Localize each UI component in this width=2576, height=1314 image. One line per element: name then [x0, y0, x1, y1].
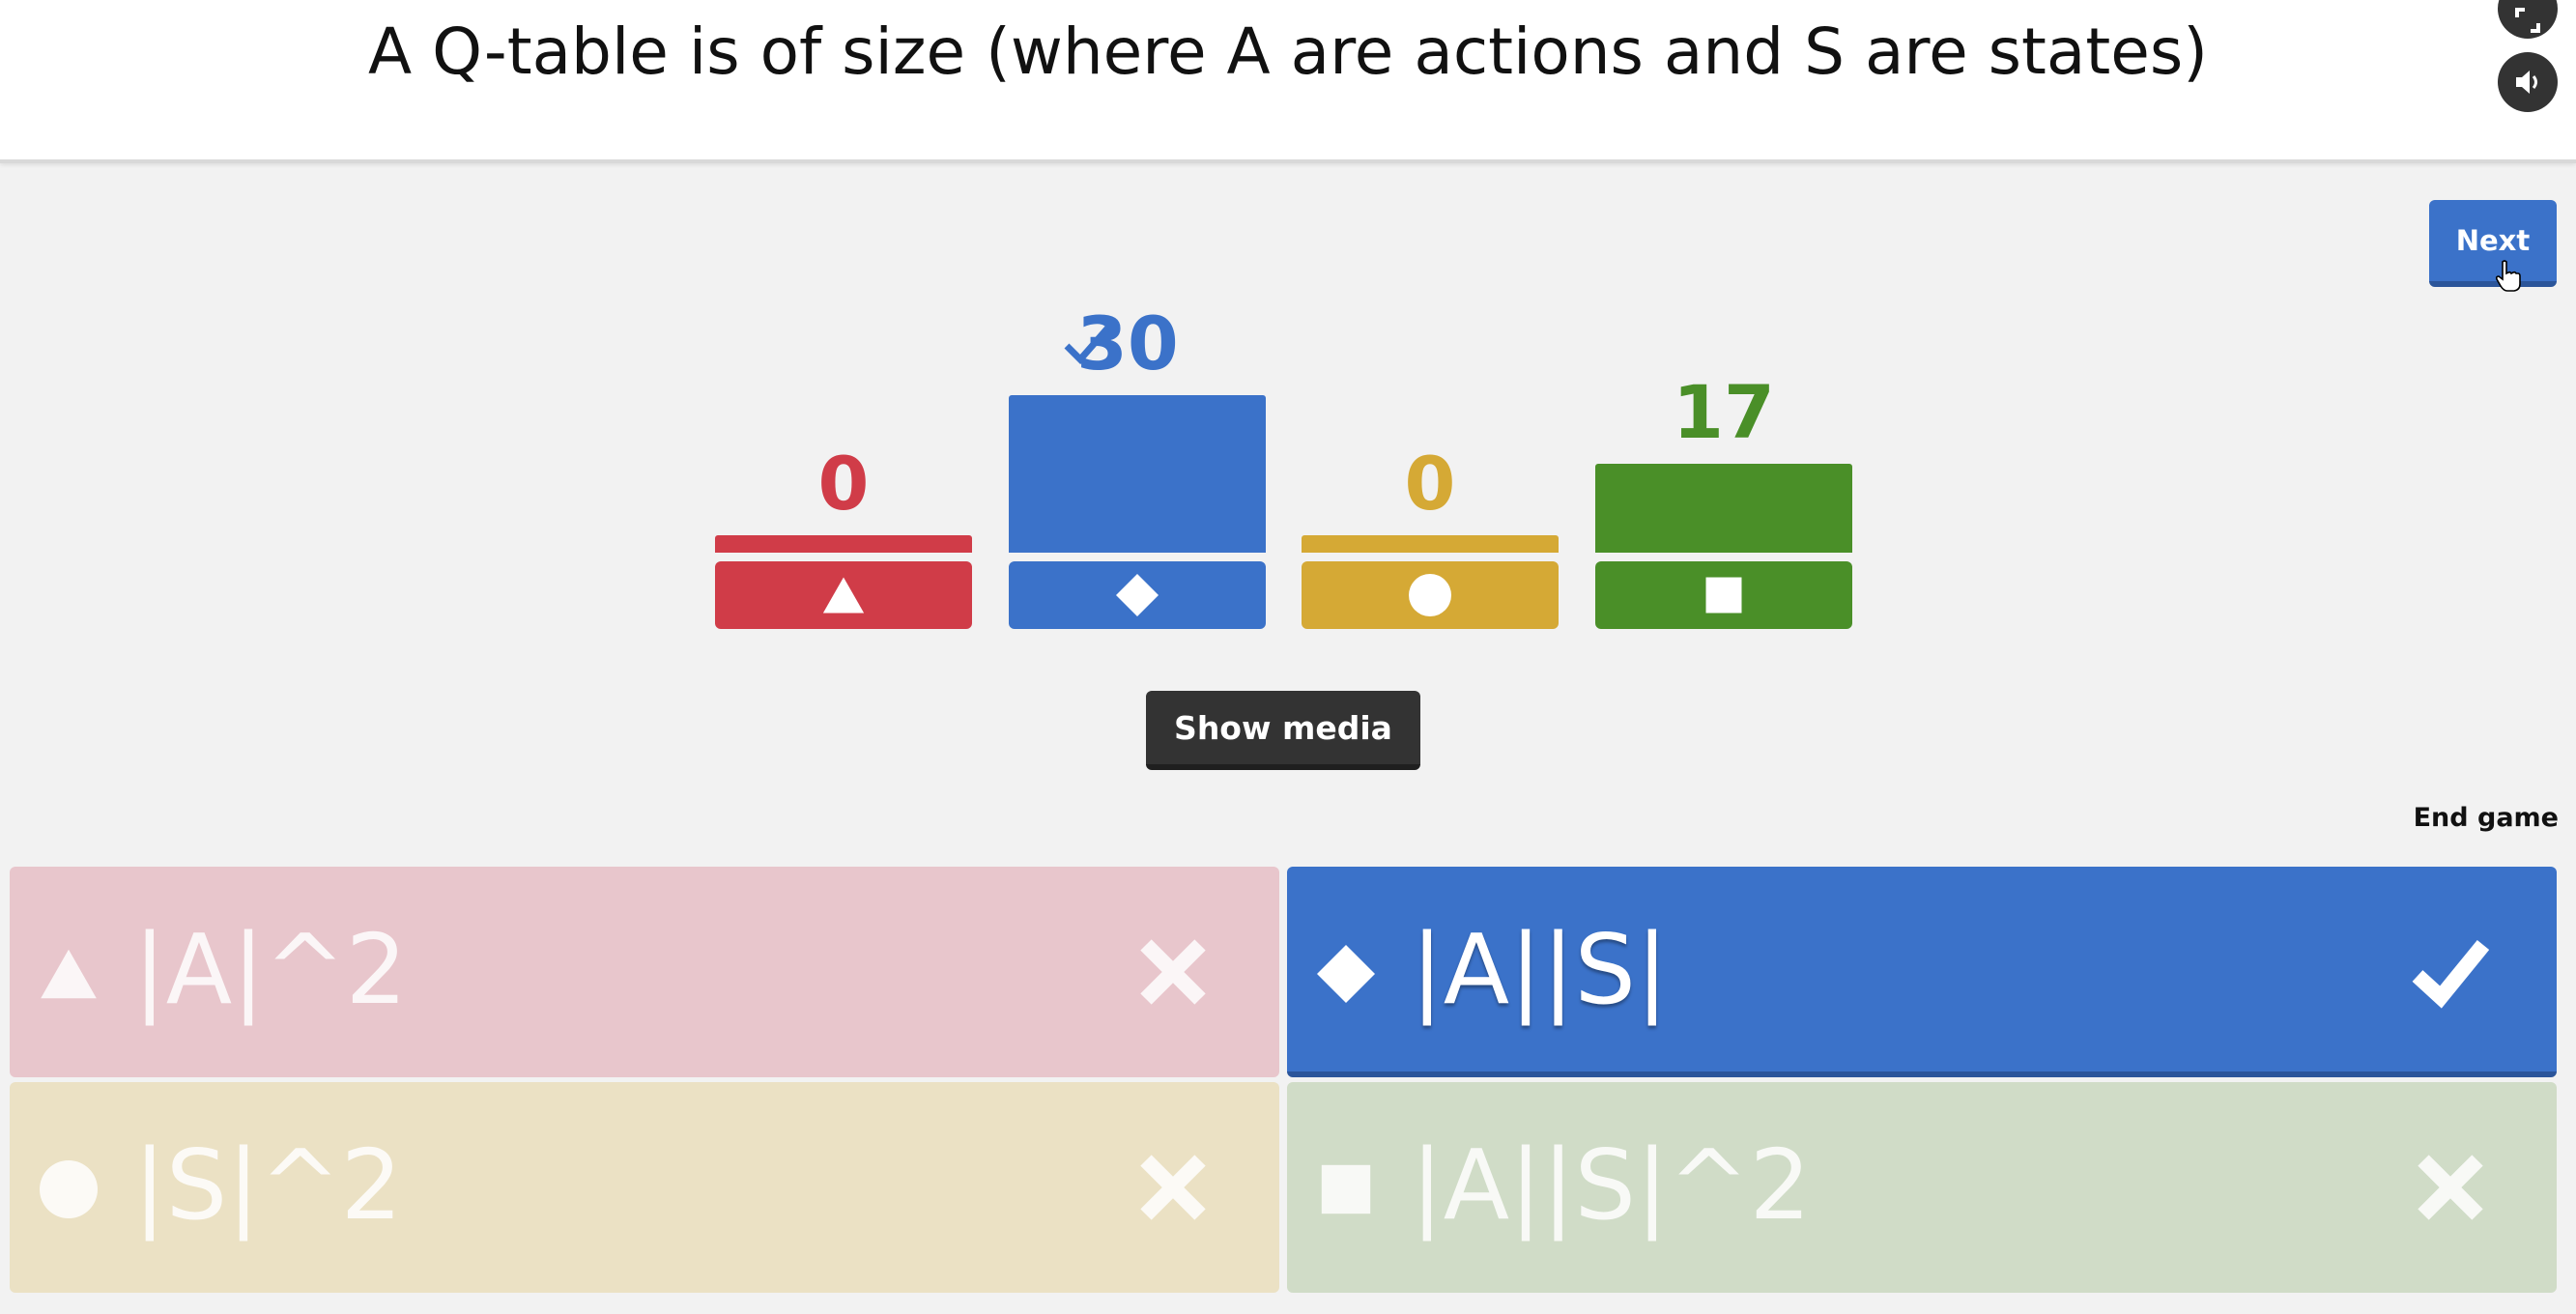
end-game-button[interactable]: End game [2413, 803, 2559, 833]
answer-shape [39, 944, 99, 1004]
result-base-square [1595, 561, 1852, 629]
results-chart: 0 30 0 17 [715, 300, 1852, 629]
answer-option-diamond[interactable]: |A||S| [1287, 867, 2557, 1077]
result-bar-square [1595, 463, 1852, 553]
answer-option-triangle[interactable]: |A|^2 [10, 867, 1279, 1077]
question-title: A Q-table is of size (where A are action… [368, 14, 2208, 89]
result-base-circle [1302, 561, 1559, 629]
answer-text: |A||S|^2 [1411, 1128, 1812, 1242]
sound-button[interactable] [2498, 52, 2558, 112]
sound-icon [2516, 71, 2537, 94]
incorrect-x-icon [2418, 1155, 2483, 1220]
circle-icon [1409, 574, 1451, 616]
triangle-icon [822, 577, 865, 614]
incorrect-x-icon [1140, 939, 1206, 1005]
answer-text: |A|^2 [133, 913, 408, 1026]
correct-check-icon [2412, 939, 2489, 1009]
fullscreen-icon [2515, 8, 2540, 33]
next-button[interactable]: Next [2429, 200, 2557, 287]
result-count-triangle: 0 [817, 441, 870, 527]
circle-icon [40, 1160, 98, 1218]
result-base-triangle [715, 561, 972, 629]
answer-text: |S|^2 [133, 1128, 403, 1242]
result-base-diamond [1009, 561, 1266, 629]
square-icon [1705, 577, 1742, 614]
answer-shape [39, 1159, 99, 1219]
triangle-icon [41, 949, 97, 999]
result-count-circle: 0 [1404, 441, 1456, 527]
answer-shape [1316, 1159, 1376, 1219]
answer-option-circle[interactable]: |S|^2 [10, 1082, 1279, 1293]
result-bar-triangle [715, 535, 972, 553]
hand-cursor-icon [2495, 260, 2521, 292]
result-bar-diamond [1009, 395, 1266, 553]
answer-shape [1316, 944, 1376, 1004]
show-media-button[interactable]: Show media [1146, 691, 1420, 770]
result-bar-circle [1302, 535, 1559, 553]
correct-check-icon [1064, 326, 1110, 365]
diamond-icon [1116, 574, 1159, 616]
incorrect-x-icon [1140, 1155, 1206, 1220]
answer-option-square[interactable]: |A||S|^2 [1287, 1082, 2557, 1293]
answer-text: |A||S| [1411, 913, 1669, 1026]
diamond-icon [1317, 945, 1375, 1003]
result-count-square: 17 [1673, 368, 1775, 455]
square-icon [1321, 1164, 1371, 1214]
question-header: A Q-table is of size (where A are action… [0, 0, 2576, 163]
